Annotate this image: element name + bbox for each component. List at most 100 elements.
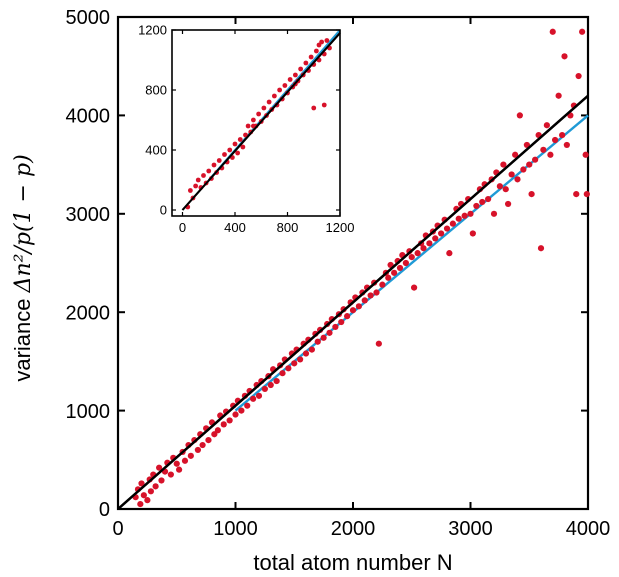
data-point — [187, 188, 193, 193]
data-point — [250, 395, 257, 402]
data-point — [523, 141, 531, 149]
x-tick-label: 1200 — [326, 220, 355, 235]
data-point — [308, 346, 315, 353]
data-point — [313, 48, 319, 54]
data-point — [152, 483, 159, 490]
data-point — [420, 245, 427, 252]
data-point — [526, 161, 533, 168]
data-point — [485, 195, 492, 203]
data-point — [559, 131, 566, 139]
x-tick-label: 800 — [277, 220, 299, 235]
data-point — [438, 230, 445, 237]
data-point — [245, 123, 251, 129]
data-point — [324, 38, 330, 43]
data-point — [303, 60, 309, 66]
data-point — [532, 156, 539, 163]
data-point — [167, 471, 174, 478]
y-tick-label: 1000 — [66, 401, 111, 423]
data-point — [461, 212, 468, 219]
data-point — [449, 220, 456, 227]
data-point — [240, 144, 246, 150]
x-axis-label: total atom number N — [253, 550, 452, 575]
data-point — [250, 117, 256, 123]
y-tick-label: 5000 — [66, 7, 111, 29]
data-point — [516, 112, 523, 119]
data-point — [137, 500, 144, 508]
data-point — [156, 464, 163, 471]
x-tick-label: 0 — [112, 518, 123, 540]
data-point — [211, 162, 217, 168]
data-point — [505, 200, 512, 208]
data-point — [402, 259, 409, 267]
data-point — [273, 377, 280, 385]
data-point — [540, 146, 547, 153]
data-point — [349, 307, 357, 314]
y-tick-label: 800 — [145, 83, 167, 98]
data-point — [277, 87, 283, 93]
data-point — [479, 198, 486, 206]
data-point — [502, 186, 509, 193]
data-point — [297, 356, 304, 363]
data-point — [367, 292, 374, 299]
x-tick-label: 0 — [179, 220, 186, 235]
data-point — [181, 457, 189, 464]
data-point — [373, 289, 380, 296]
data-point — [158, 477, 165, 484]
data-point — [520, 166, 527, 173]
fit-line-overlay — [181, 32, 341, 211]
data-point — [206, 168, 212, 174]
main-points — [117, 28, 590, 510]
data-point — [235, 150, 241, 156]
data-point — [320, 334, 327, 341]
inset-x-tick-labels: 0 400 800 1200 — [179, 220, 355, 235]
data-point — [508, 171, 515, 178]
data-point — [285, 365, 292, 372]
data-point — [282, 83, 288, 88]
data-point — [144, 497, 151, 504]
data-point — [385, 274, 392, 281]
data-point — [194, 446, 201, 454]
inset-ticks — [172, 29, 341, 216]
data-point — [147, 488, 154, 495]
data-point — [311, 105, 317, 111]
y-tick-label: 0 — [99, 499, 110, 521]
data-point — [490, 210, 498, 217]
data-point — [573, 191, 580, 198]
data-point — [216, 158, 222, 163]
data-point — [138, 480, 145, 487]
data-point — [408, 253, 415, 261]
data-point — [271, 93, 277, 99]
data-point — [332, 323, 339, 331]
data-point — [555, 92, 562, 99]
data-point — [255, 392, 263, 399]
y-axis-label-math: Δn²/p(1 − p) — [11, 154, 36, 293]
data-point — [238, 407, 245, 414]
data-point — [237, 137, 243, 142]
data-point — [547, 151, 554, 158]
data-point — [549, 28, 556, 35]
main-x-tick-labels: 0 1000 2000 3000 4000 — [112, 518, 610, 540]
data-point — [232, 411, 239, 418]
data-point — [243, 132, 248, 138]
data-point — [414, 250, 421, 257]
data-point — [250, 123, 256, 129]
data-point — [446, 250, 453, 257]
data-point — [575, 72, 582, 80]
x-tick-label: 1000 — [213, 518, 258, 540]
data-point — [512, 151, 519, 158]
data-point — [583, 191, 590, 198]
main-ticks — [117, 16, 589, 510]
data-point — [173, 460, 180, 467]
data-point — [391, 269, 398, 276]
data-point — [187, 452, 194, 459]
data-point — [195, 177, 201, 183]
data-point — [244, 402, 251, 409]
data-point — [537, 245, 545, 252]
inset-y-tick-labels: 0 400 800 1200 — [138, 23, 167, 218]
data-point — [396, 264, 404, 272]
data-point — [176, 466, 183, 473]
data-point — [287, 77, 293, 82]
data-point — [355, 303, 362, 310]
data-point — [201, 173, 206, 178]
data-point — [205, 437, 212, 444]
